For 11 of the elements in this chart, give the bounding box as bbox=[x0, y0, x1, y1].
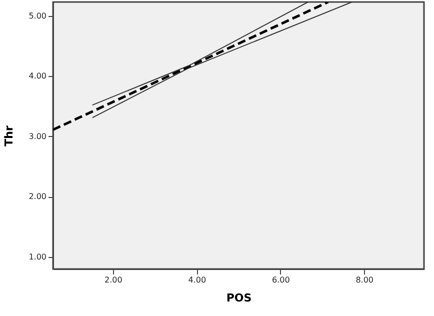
x-axis-title: POS bbox=[226, 292, 252, 304]
y-tick-label: 5.00 bbox=[28, 11, 46, 20]
y-tick-label: 4.00 bbox=[28, 72, 46, 81]
y-tick-label: 3.00 bbox=[28, 132, 46, 141]
x-tick-label: 8.00 bbox=[356, 276, 374, 284]
x-tick-label: 4.00 bbox=[188, 276, 206, 284]
y-axis-title: Thr bbox=[2, 125, 16, 146]
x-tick-label: 6.00 bbox=[272, 276, 290, 284]
x-tick-label: 2.00 bbox=[104, 276, 122, 284]
y-tick-label: 2.00 bbox=[28, 192, 46, 202]
y-tick-label: 1.00 bbox=[28, 252, 46, 262]
